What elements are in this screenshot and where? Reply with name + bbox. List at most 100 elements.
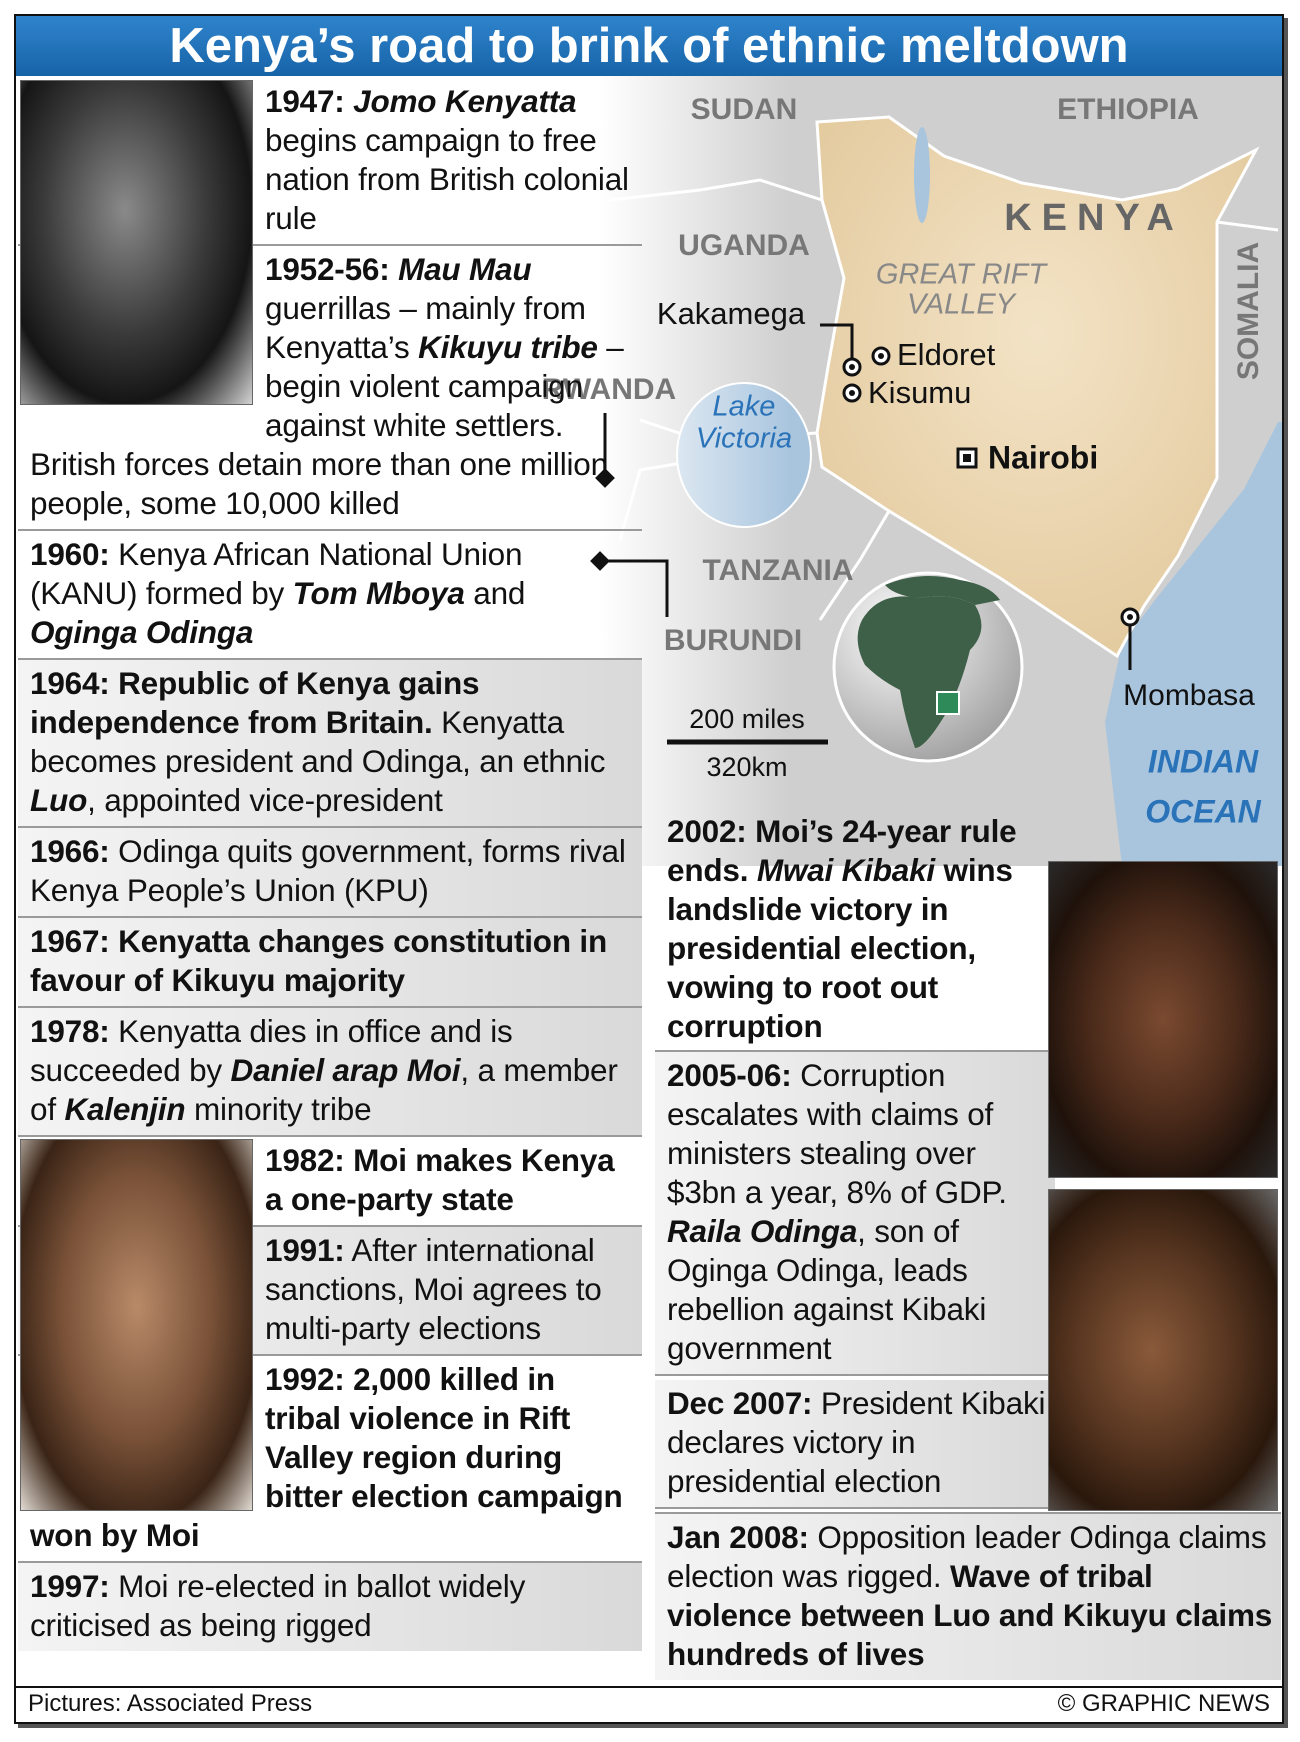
copyright: © GRAPHIC NEWS <box>1057 1690 1270 1717</box>
frame <box>14 14 1284 1724</box>
country-marker <box>595 468 615 488</box>
event-text-name: Tom Mboya <box>292 575 465 611</box>
event-text: Kenyatta becomes president and Odinga, a… <box>30 704 606 779</box>
globe-africa <box>857 596 982 748</box>
lake-turkana <box>914 127 930 223</box>
event-text-name: Mwai Kibaki <box>756 852 935 888</box>
event-1967: 1967: Kenyatta changes constitution in f… <box>18 918 642 1008</box>
kenya-shape <box>815 115 1260 659</box>
event-text: , appointed vice-president <box>87 782 443 818</box>
left-column: 1947: Jomo Kenyatta begins campaign to f… <box>18 78 642 1651</box>
event-text: Corruption escalates with claims of mini… <box>667 1057 1007 1210</box>
event-text: , a member of <box>30 1052 618 1127</box>
event-1960: 1960: Kenya African National Union (KANU… <box>18 531 642 660</box>
event-text-bold: 1992: 2,000 killed in tribal violence in… <box>30 1361 623 1553</box>
event-text-name: Mau Mau <box>398 251 532 287</box>
event-text: and <box>473 575 526 611</box>
globe-europe <box>885 576 1000 605</box>
event-text: – begin violent campaign against white s… <box>30 329 624 521</box>
event-jan-2008: Jan 2008: Opposition leader Odinga claim… <box>655 1512 1281 1680</box>
event-text-bold: 1997: <box>30 1568 110 1604</box>
event-1947: 1947: Jomo Kenyatta begins campaign to f… <box>18 78 642 246</box>
ocean-label: OCEAN <box>1145 793 1261 829</box>
country-label: KENYA <box>1004 197 1184 239</box>
city-dot <box>878 353 884 359</box>
event-text: begins campaign to free nation from Brit… <box>265 122 629 236</box>
event-text: Kenyatta dies in office and is succeeded… <box>30 1013 513 1088</box>
country-label: BURUNDI <box>664 624 802 657</box>
country-marker <box>590 551 610 571</box>
event-text: Odinga quits government, forms rival Ken… <box>30 833 626 908</box>
ocean-label: INDIAN <box>1148 743 1259 779</box>
scale-label: 200 miles <box>689 704 805 734</box>
city-label: Kakamega <box>657 296 806 331</box>
leader-line <box>600 559 669 617</box>
event-1997: 1997: Moi re-elected in ballot widely cr… <box>18 1563 642 1651</box>
event-text: , son of Oginga Odinga, leads rebellion … <box>667 1213 987 1366</box>
event-1991: 1991: After international sanctions, Moi… <box>18 1227 642 1356</box>
city-dot <box>849 364 855 370</box>
event-text: Moi re-elected in ballot widely criticis… <box>30 1568 526 1643</box>
event-text-name: Luo <box>30 782 88 818</box>
country-label: UGANDA <box>678 229 810 262</box>
photo-odinga <box>1048 1189 1278 1511</box>
event-text-bold: Dec 2007: <box>667 1385 813 1421</box>
city-label: Eldoret <box>897 337 996 372</box>
indian-ocean <box>1105 422 1282 866</box>
event-text: guerrillas – mainly from Kenyatta’s <box>265 290 586 365</box>
event-text: Opposition leader Odinga claims election… <box>667 1519 1267 1594</box>
event-1952: 1952-56: Mau Mau guerrillas – mainly fro… <box>18 246 642 531</box>
event-2002: 2002: Moi’s 24-year rule ends. Mwai Kiba… <box>655 808 1055 1052</box>
event-text: Kenya African National Union (KANU) form… <box>30 536 523 611</box>
photo-moi <box>20 1139 253 1511</box>
event-text-name: Oginga Odinga <box>30 614 254 650</box>
event-text-bold: 1991: <box>265 1232 345 1268</box>
event-text-name: Daniel arap Moi <box>230 1052 461 1088</box>
country-label: ETHIOPIA <box>1057 93 1199 126</box>
city-dot <box>849 390 855 396</box>
event-text-bold: 2005-06: <box>667 1057 792 1093</box>
country-label: SOMALIA <box>1232 242 1265 380</box>
event-text-bold: wins landslide victory in presidential e… <box>667 852 1013 1044</box>
event-text-bold: 1964: Republic of Kenya gains independen… <box>30 665 480 740</box>
footer: Pictures: Associated Press © GRAPHIC NEW… <box>16 1686 1282 1720</box>
lake-label: Victoria <box>696 423 792 455</box>
capital-label: Nairobi <box>988 439 1098 475</box>
event-text: President Kibaki declares victory in pre… <box>667 1385 1046 1499</box>
event-text: minority tribe <box>193 1091 372 1127</box>
leader-line <box>820 323 854 367</box>
city-label: Kisumu <box>868 375 971 410</box>
country-label: RWANDA <box>542 373 676 406</box>
event-1964: 1964: Republic of Kenya gains independen… <box>18 660 642 828</box>
event-2005: 2005-06: Corruption escalates with claim… <box>655 1050 1055 1376</box>
event-text-bold: 1966: <box>30 833 110 869</box>
event-text-name: Raila Odinga <box>667 1213 858 1249</box>
event-text-name: Kikuyu tribe <box>418 329 598 365</box>
region-label: GREAT RIFT <box>876 259 1049 291</box>
event-1966: 1966: Odinga quits government, forms riv… <box>18 828 642 918</box>
event-1992: 1992: 2,000 killed in tribal violence in… <box>18 1356 642 1563</box>
globe-highlight <box>936 691 960 715</box>
event-text-bold: 1967: Kenyatta changes constitution in f… <box>30 923 608 998</box>
event-text-name: Kalenjin <box>64 1091 186 1127</box>
city-label: Mombasa <box>1123 679 1255 712</box>
event-text-bold: 2002: Moi’s 24-year rule ends. <box>667 813 1017 888</box>
photo-credit: Pictures: Associated Press <box>28 1690 313 1717</box>
event-text-bold: 1978: <box>30 1013 110 1049</box>
event-dec-2007: Dec 2007: President Kibaki declares vict… <box>655 1380 1055 1509</box>
scale-label: 320km <box>706 752 787 782</box>
city-dot <box>1127 614 1133 620</box>
event-1978: 1978: Kenyatta dies in office and is suc… <box>18 1008 642 1137</box>
photo-kenyatta <box>20 80 253 405</box>
event-text-bold: 1960: <box>30 536 110 572</box>
region-label: VALLEY <box>907 289 1018 321</box>
photo-kibaki <box>1048 861 1278 1178</box>
event-text-bold: Wave of tribal violence between Luo and … <box>667 1558 1273 1672</box>
event-text-bold: 1982: Moi makes Kenya a one-party state <box>265 1142 615 1217</box>
event-text-bold: 1947: <box>265 83 345 119</box>
event-text: After international sanctions, Moi agree… <box>265 1232 602 1346</box>
country-label: TANZANIA <box>702 554 853 587</box>
event-text-name: Jomo Kenyatta <box>353 83 577 119</box>
event-text-bold: Jan 2008: <box>667 1519 809 1555</box>
